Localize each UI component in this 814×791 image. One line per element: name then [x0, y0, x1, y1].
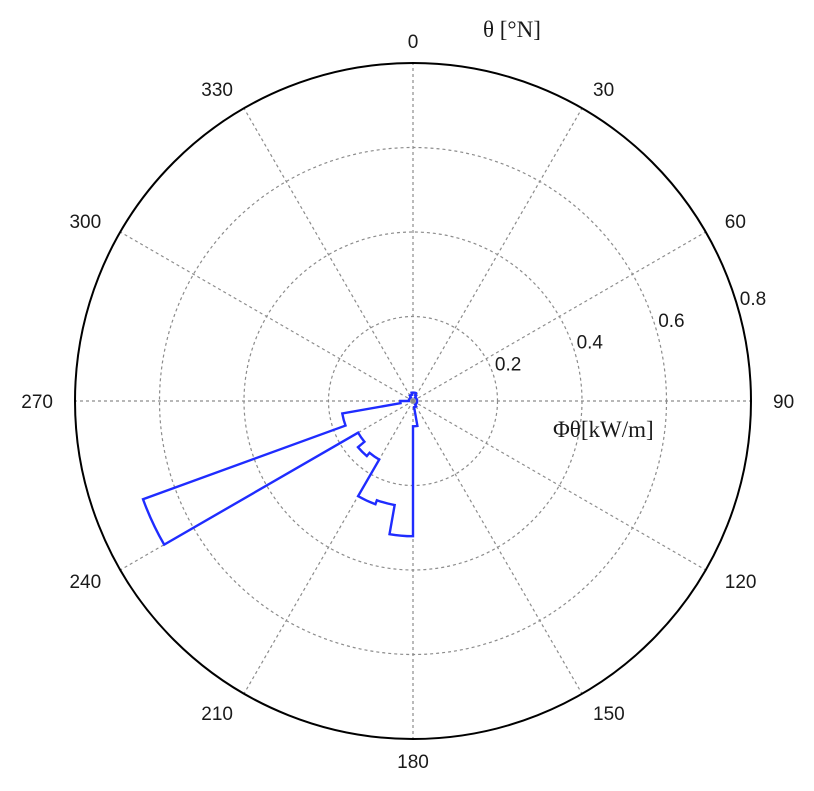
radial-axis-title: Φθ[kW/m]	[553, 417, 654, 442]
angular-tick-label: 0	[408, 32, 419, 53]
angular-gridline	[119, 231, 414, 402]
angular-tick-label: 270	[21, 392, 53, 413]
angular-gridline	[412, 107, 583, 402]
label-layer: 0 30 60 90 120 150 180 210 240 270 300 330 0.2 0.4 0.6…	[21, 17, 794, 773]
angular-gridline	[412, 400, 707, 571]
angular-tick-label: 90	[773, 392, 794, 413]
angular-tick-label: 120	[725, 572, 757, 593]
angular-tick-label: 240	[69, 572, 101, 593]
data-series-outline	[141, 391, 419, 547]
angular-gridline	[412, 400, 583, 695]
angular-gridline	[243, 107, 414, 402]
angular-tick-label: 60	[725, 212, 746, 233]
radial-tick-label: 0.2	[495, 355, 521, 376]
radial-tick-label: 0.8	[740, 289, 766, 310]
radial-tick-label: 0.6	[658, 311, 684, 332]
outer-frame	[74, 62, 752, 740]
angular-tick-label: 300	[69, 212, 101, 233]
angular-gridline	[243, 400, 414, 695]
radial-tick-label: 0.4	[577, 333, 604, 354]
angular-tick-label: 30	[593, 80, 614, 101]
angular-tick-label: 150	[593, 704, 625, 725]
angular-axis-title: θ [°N]	[483, 17, 541, 42]
angular-tick-label: 330	[201, 80, 233, 101]
angular-gridline	[412, 231, 707, 402]
data-layer	[141, 391, 419, 547]
angular-tick-label: 210	[201, 704, 233, 725]
angular-tick-label: 180	[397, 752, 429, 773]
grid-layer	[75, 63, 751, 739]
frame-layer	[74, 62, 752, 740]
